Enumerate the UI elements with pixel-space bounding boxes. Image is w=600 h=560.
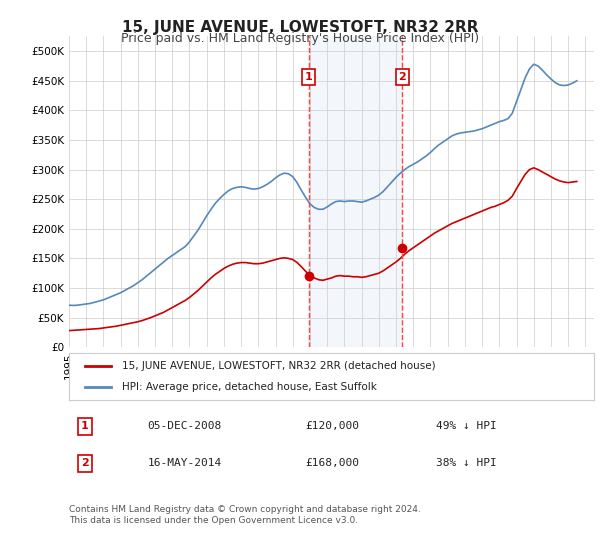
Text: 49% ↓ HPI: 49% ↓ HPI — [437, 421, 497, 431]
Text: £120,000: £120,000 — [305, 421, 359, 431]
Text: 05-DEC-2008: 05-DEC-2008 — [148, 421, 222, 431]
Text: 15, JUNE AVENUE, LOWESTOFT, NR32 2RR: 15, JUNE AVENUE, LOWESTOFT, NR32 2RR — [122, 20, 478, 35]
Text: 1: 1 — [305, 72, 313, 82]
Bar — [308, 36, 403, 347]
Text: 2: 2 — [398, 72, 406, 82]
Text: 15, JUNE AVENUE, LOWESTOFT, NR32 2RR (detached house): 15, JUNE AVENUE, LOWESTOFT, NR32 2RR (de… — [121, 361, 435, 371]
Text: 16-MAY-2014: 16-MAY-2014 — [148, 458, 222, 468]
Text: 1: 1 — [81, 421, 89, 431]
Text: Contains HM Land Registry data © Crown copyright and database right 2024.
This d: Contains HM Land Registry data © Crown c… — [69, 505, 421, 525]
Text: Price paid vs. HM Land Registry's House Price Index (HPI): Price paid vs. HM Land Registry's House … — [121, 32, 479, 45]
Text: 38% ↓ HPI: 38% ↓ HPI — [437, 458, 497, 468]
Text: £168,000: £168,000 — [305, 458, 359, 468]
Text: HPI: Average price, detached house, East Suffolk: HPI: Average price, detached house, East… — [121, 382, 376, 392]
Text: 2: 2 — [81, 458, 89, 468]
